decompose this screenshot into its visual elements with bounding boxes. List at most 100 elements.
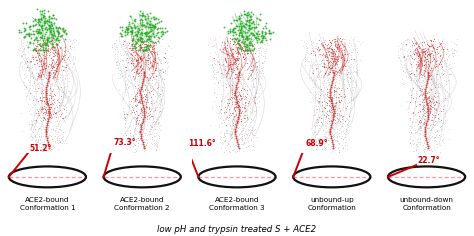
Point [42, 100, 50, 104]
Point [411, 56, 419, 60]
Point [45, 98, 53, 101]
Point [425, 111, 432, 115]
Point [44, 119, 52, 122]
Point [340, 131, 348, 135]
Point [230, 119, 237, 123]
Point [422, 100, 429, 104]
Point [328, 96, 336, 100]
Point [219, 83, 227, 87]
Point [259, 37, 267, 40]
Point [241, 136, 248, 140]
Point [313, 123, 320, 127]
Point [334, 58, 341, 62]
Point [47, 68, 55, 72]
Point [150, 17, 157, 21]
Point [407, 49, 414, 52]
Point [237, 47, 245, 51]
Point [124, 86, 132, 90]
Point [148, 52, 156, 56]
Point [345, 82, 353, 86]
Point [248, 72, 255, 76]
Point [237, 135, 245, 139]
Point [438, 109, 445, 113]
Point [328, 138, 336, 142]
Point [328, 53, 336, 56]
Point [229, 42, 237, 46]
Point [335, 99, 342, 102]
Point [18, 30, 25, 34]
Point [440, 45, 448, 49]
Point [146, 22, 154, 26]
Point [433, 132, 440, 136]
Point [127, 46, 134, 50]
Point [244, 18, 251, 21]
Point [137, 91, 144, 95]
Point [218, 72, 226, 76]
Point [56, 45, 64, 49]
Point [228, 37, 235, 41]
Point [238, 61, 246, 65]
Point [151, 57, 158, 61]
Point [137, 56, 145, 59]
Point [141, 62, 149, 65]
Point [325, 52, 333, 56]
Point [312, 46, 319, 50]
Point [327, 43, 335, 47]
Point [135, 38, 142, 42]
Point [61, 73, 68, 77]
Point [433, 45, 440, 49]
Point [55, 97, 62, 101]
Point [324, 81, 332, 84]
Point [407, 131, 414, 135]
Point [149, 98, 157, 102]
Point [402, 74, 410, 78]
Point [28, 74, 36, 78]
Point [417, 47, 425, 51]
Point [341, 58, 348, 62]
Point [449, 106, 457, 110]
Point [324, 103, 331, 107]
Point [404, 53, 412, 57]
Point [134, 113, 141, 117]
Point [412, 149, 420, 152]
Point [138, 98, 146, 101]
Point [159, 32, 166, 36]
Point [234, 58, 242, 62]
Point [328, 105, 336, 108]
Point [137, 43, 144, 47]
Point [341, 95, 348, 99]
Point [126, 68, 133, 72]
Point [210, 44, 217, 47]
Point [240, 121, 247, 124]
Point [55, 121, 62, 125]
Point [45, 96, 53, 100]
Point [246, 48, 254, 52]
Point [325, 53, 333, 57]
Point [236, 114, 244, 118]
Point [121, 49, 128, 53]
Point [231, 72, 238, 76]
Point [141, 97, 149, 100]
Point [411, 99, 419, 102]
Point [51, 140, 58, 143]
Point [131, 53, 139, 57]
Point [425, 73, 433, 77]
Point [243, 43, 250, 46]
Point [113, 63, 121, 67]
Point [49, 87, 56, 91]
Point [331, 114, 338, 118]
Point [437, 125, 444, 129]
Point [152, 74, 160, 78]
Point [127, 44, 134, 47]
Point [133, 29, 141, 33]
Point [246, 41, 254, 44]
Point [439, 85, 447, 89]
Point [33, 82, 40, 86]
Point [250, 42, 258, 46]
Point [142, 115, 149, 119]
Point [220, 110, 228, 114]
Point [239, 46, 247, 50]
Point [62, 63, 70, 67]
Point [60, 85, 67, 89]
Point [228, 136, 236, 139]
